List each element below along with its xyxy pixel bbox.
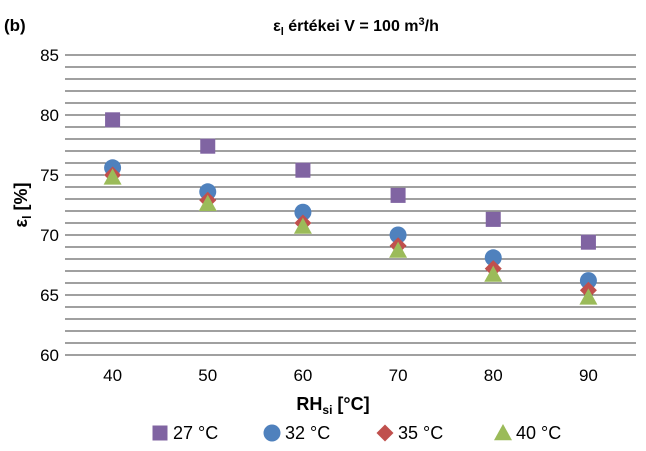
legend-item: 40 °C bbox=[494, 423, 561, 443]
data-point-circle bbox=[579, 272, 597, 290]
legend-marker-square bbox=[152, 425, 168, 441]
data-point-square bbox=[580, 234, 596, 250]
y-tick-label: 70 bbox=[40, 226, 59, 245]
legend-item: 35 °C bbox=[376, 423, 443, 443]
data-point-triangle bbox=[198, 194, 217, 211]
data-point-triangle bbox=[389, 241, 408, 258]
x-tick-label: 40 bbox=[103, 366, 122, 385]
x-axis-label: RHsi [°C] bbox=[296, 394, 369, 417]
y-tick-label: 75 bbox=[40, 166, 59, 185]
legend-label: 27 °C bbox=[173, 423, 218, 443]
data-point-circle bbox=[389, 226, 407, 244]
data-point-square bbox=[485, 211, 501, 227]
legend-marker-triangle bbox=[494, 424, 512, 441]
legend-marker-diamond bbox=[376, 424, 394, 442]
y-tick-label: 60 bbox=[40, 346, 59, 365]
data-point-square bbox=[295, 162, 311, 178]
data-point-triangle bbox=[103, 168, 122, 185]
x-tick-label: 90 bbox=[579, 366, 598, 385]
legend: 27 °C 32 °C 35 °C 40 °C bbox=[152, 423, 561, 443]
legend-label: 32 °C bbox=[285, 423, 330, 443]
data-point-circle bbox=[484, 249, 502, 267]
x-tick-label: 60 bbox=[293, 366, 312, 385]
data-point-square bbox=[105, 112, 121, 128]
x-tick-label: 50 bbox=[198, 366, 217, 385]
y-axis-label: εl [%] bbox=[11, 183, 34, 228]
chart-title-subscript: l bbox=[281, 26, 284, 38]
chart-title-superscript: 3 bbox=[419, 16, 425, 28]
y-tick-label: 65 bbox=[40, 286, 59, 305]
gridlines bbox=[65, 54, 636, 356]
legend-item: 32 °C bbox=[263, 423, 330, 443]
y-axis-label-subscript: l bbox=[20, 216, 34, 219]
legend-item: 27 °C bbox=[152, 423, 218, 443]
data-point-square bbox=[390, 187, 406, 203]
y-tick-labels: 60 65 70 75 80 85 bbox=[40, 46, 59, 365]
legend-marker-circle bbox=[263, 424, 281, 442]
x-tick-label: 80 bbox=[484, 366, 503, 385]
data-point-triangle bbox=[484, 265, 503, 282]
data-point-circle bbox=[294, 203, 312, 221]
legend-label: 35 °C bbox=[398, 423, 443, 443]
legend-label: 40 °C bbox=[516, 423, 561, 443]
data-point-triangle bbox=[293, 217, 312, 234]
x-tick-labels: 40 50 60 70 80 90 bbox=[103, 366, 598, 385]
x-tick-label: 70 bbox=[389, 366, 408, 385]
panel-label: (b) bbox=[4, 16, 26, 35]
data-points bbox=[103, 112, 598, 305]
y-tick-label: 80 bbox=[40, 106, 59, 125]
data-point-square bbox=[200, 138, 216, 154]
y-tick-label: 85 bbox=[40, 46, 59, 65]
chart-title: εl értékei V = 100 m3/h bbox=[273, 16, 439, 38]
x-axis-label-subscript: si bbox=[322, 403, 332, 417]
data-point-triangle bbox=[579, 288, 598, 305]
